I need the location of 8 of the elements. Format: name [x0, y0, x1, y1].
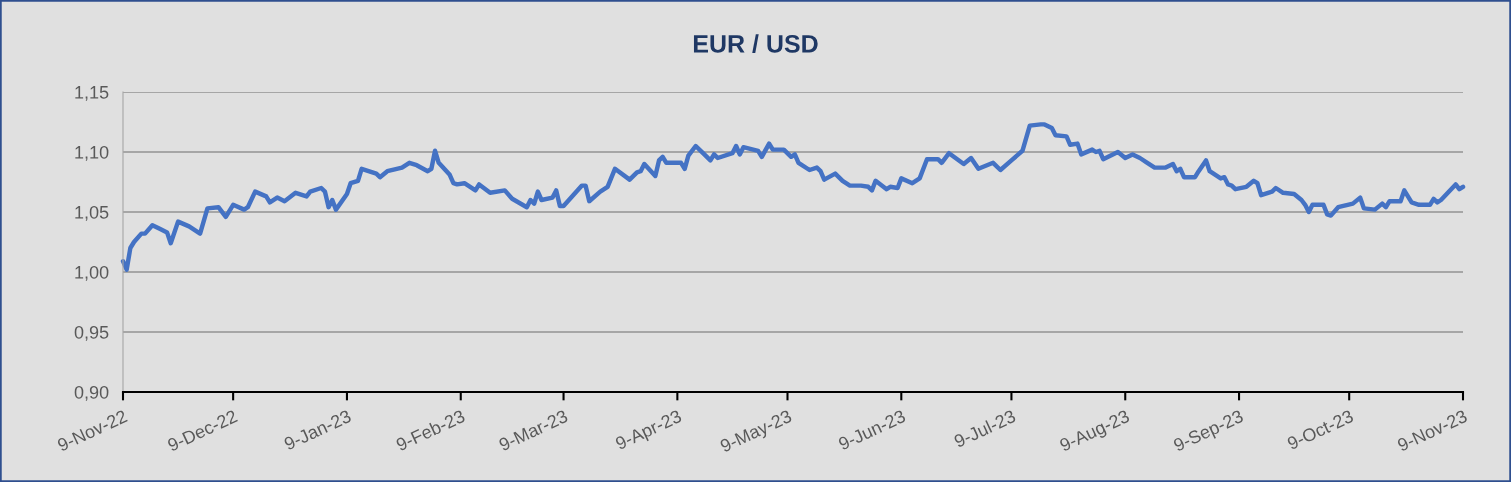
- y-tick-label: 1,15: [75, 86, 109, 101]
- y-tick-label: 1,00: [75, 265, 109, 281]
- y-tick-label: 1,10: [75, 145, 109, 161]
- chart-title: EUR / USD: [693, 34, 818, 53]
- y-tick-label: 1,05: [75, 205, 109, 221]
- y-tick-label: 0,95: [74, 325, 109, 341]
- line-series: [120, 122, 1466, 272]
- y-tick-label: 0,90: [74, 385, 109, 401]
